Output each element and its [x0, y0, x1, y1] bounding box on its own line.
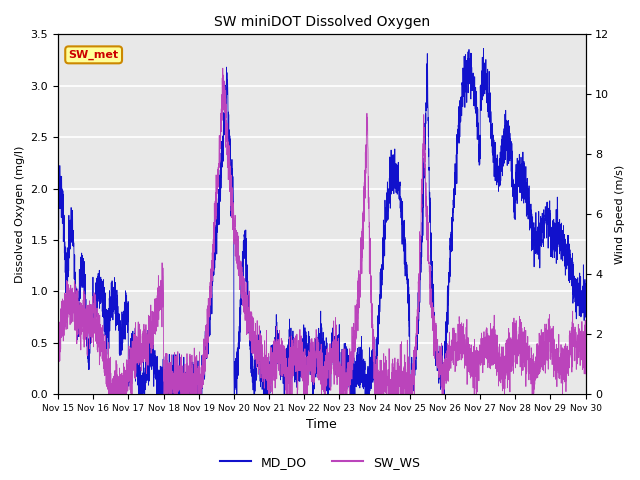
Y-axis label: Wind Speed (m/s): Wind Speed (m/s): [615, 165, 625, 264]
Title: SW miniDOT Dissolved Oxygen: SW miniDOT Dissolved Oxygen: [214, 15, 430, 29]
Y-axis label: Dissolved Oxygen (mg/l): Dissolved Oxygen (mg/l): [15, 145, 25, 283]
Text: SW_met: SW_met: [68, 50, 118, 60]
X-axis label: Time: Time: [307, 419, 337, 432]
Legend: MD_DO, SW_WS: MD_DO, SW_WS: [214, 451, 426, 474]
